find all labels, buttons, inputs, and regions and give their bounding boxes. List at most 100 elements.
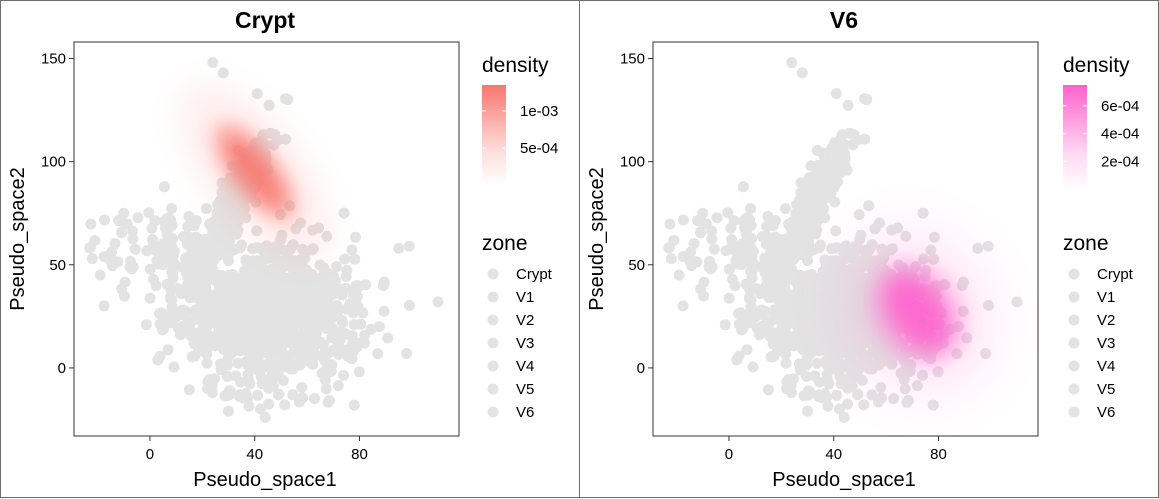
y-tick-label: 150 (620, 51, 645, 68)
scatter-point (193, 265, 204, 277)
scatter-point (745, 294, 757, 306)
scatter-point (806, 269, 818, 280)
scatter-point (823, 378, 835, 390)
scatter-point (830, 88, 842, 100)
scatter-point (372, 348, 384, 360)
zone-legend-key (487, 314, 499, 326)
scatter-point (764, 317, 775, 329)
scatter-point (795, 225, 806, 237)
scatter-point (215, 281, 227, 293)
scatter-point (232, 357, 244, 369)
scatter-point (231, 313, 243, 325)
scatter-point (665, 253, 677, 265)
scatter-point (218, 343, 230, 355)
scatter-point (842, 99, 854, 111)
scatter-point (1011, 296, 1023, 308)
scatter-point (243, 400, 255, 412)
scatter-point (838, 411, 850, 423)
scatter-point (305, 326, 316, 338)
scatter-point (791, 207, 803, 219)
scatter-point (794, 327, 806, 339)
scatter-point (872, 396, 884, 408)
scatter-point (216, 225, 227, 237)
scatter-point (723, 292, 735, 304)
scatter-point (403, 240, 415, 252)
zone-legend-label: V3 (1097, 335, 1115, 352)
scatter-point (277, 374, 289, 386)
scatter-point (768, 336, 780, 348)
scatter-point (118, 207, 130, 219)
y-tick-label: 100 (41, 154, 66, 171)
scatter-point (820, 177, 832, 189)
scatter-point (360, 279, 372, 291)
zone-legend-key (1068, 291, 1080, 303)
scatter-point (746, 272, 758, 284)
scatter-point (224, 237, 236, 248)
scatter-point (781, 383, 793, 395)
density-core (885, 274, 950, 350)
scatter-point (183, 210, 195, 222)
scatter-point (244, 378, 256, 390)
scatter-point (797, 343, 809, 355)
scatter-point (736, 238, 748, 250)
scatter-point (794, 281, 806, 293)
scatter-point (861, 94, 873, 105)
scatter-point (223, 255, 234, 267)
scatter-point (167, 272, 179, 284)
scatter-point (239, 327, 251, 339)
scatter-point (154, 250, 165, 262)
scatter-point (706, 233, 718, 245)
scatter-point (982, 240, 994, 252)
scatter-point (781, 334, 793, 346)
scatter-point (157, 238, 169, 250)
scatter-point (119, 290, 130, 302)
zone-legend-title: zone (482, 232, 528, 255)
scatter-point (288, 282, 300, 294)
scatter-point (241, 345, 253, 357)
scatter-point (788, 373, 799, 385)
scatter-point (769, 235, 781, 247)
scatter-point (340, 270, 352, 282)
scatter-point (830, 225, 842, 237)
scatter-point (333, 340, 345, 352)
scatter-point (143, 207, 155, 219)
y-tick-label: 150 (41, 51, 66, 68)
density-colorbar (482, 85, 506, 185)
scatter-point (789, 247, 801, 259)
zone-legend-key (487, 360, 499, 372)
scatter-point (844, 379, 856, 391)
zone-legend-label: V1 (516, 289, 534, 306)
scatter-point (132, 212, 144, 224)
scatter-point (99, 214, 110, 226)
scatter-point (292, 264, 304, 276)
zone-legend-label: V5 (1097, 381, 1115, 398)
scatter-point (308, 302, 320, 314)
scatter-point (853, 209, 865, 221)
scatter-point (273, 326, 285, 338)
zone-legend-key (487, 383, 499, 395)
scatter-point (737, 181, 749, 193)
scatter-point (819, 254, 831, 266)
scatter-point (127, 233, 139, 245)
scatter-point (129, 243, 141, 255)
scatter-point (296, 311, 308, 322)
scatter-point (178, 284, 190, 296)
scatter-point (231, 228, 243, 240)
zone-legend-label: V6 (516, 404, 534, 421)
scatter-point (664, 218, 676, 230)
scatter-point (263, 398, 274, 410)
scatter-point (259, 411, 271, 423)
density-colorbar-ticks: 6e-04 4e-04 2e-04 (1063, 98, 1139, 170)
scatter-point (765, 351, 777, 363)
scatter-point (377, 280, 389, 292)
scatter-point (263, 99, 275, 111)
scatter-point (323, 394, 335, 406)
scatter-point (233, 278, 245, 290)
colorbar-tick-label: 4e-04 (1101, 126, 1139, 143)
scatter-point (678, 214, 689, 226)
scatter-point (796, 67, 808, 79)
scatter-point (336, 314, 348, 326)
scatter-point (282, 94, 294, 105)
scatter-point (359, 337, 370, 349)
scatter-point (168, 361, 180, 373)
